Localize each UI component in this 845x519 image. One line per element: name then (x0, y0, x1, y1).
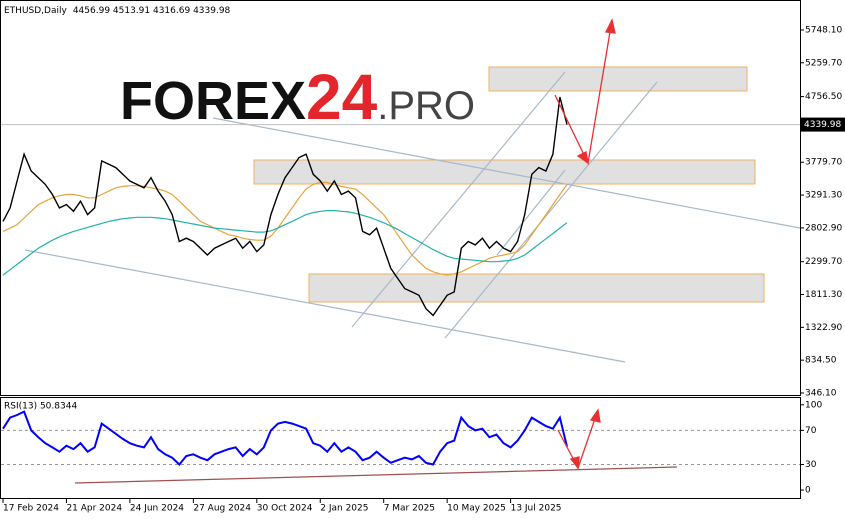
rsi-panel (0, 397, 801, 499)
x-tick-label: 24 Jun 2024 (130, 504, 184, 514)
x-tick-label: 17 Feb 2024 (3, 504, 59, 514)
y-tick-label: 2299.70 (805, 257, 842, 267)
x-tick-label: 21 Apr 2024 (66, 504, 122, 514)
y-tick-label: 3779.70 (805, 158, 842, 168)
channel-line (24, 249, 626, 363)
arrowhead (576, 151, 589, 165)
y-tick-label: 30 (805, 460, 817, 470)
zone (488, 66, 748, 92)
x-tick-label: 2 Jan 2025 (320, 504, 368, 514)
rsi-title: RSI(13) 50.8344 (4, 402, 77, 412)
arrowhead (589, 408, 601, 423)
logo-part: 24 (306, 61, 378, 133)
title: ETHUSD,Daily (4, 6, 67, 16)
y-tick-label: 4756.50 (805, 92, 842, 102)
y-tick-label: 100 (805, 400, 822, 410)
x-tick-label: 30 Oct 2024 (257, 504, 313, 514)
x-tick-label: 7 Mar 2025 (384, 504, 435, 514)
channel-line (351, 71, 566, 328)
series-line (2, 210, 568, 276)
y-tick-label: 0 (805, 486, 811, 496)
y-tick-label: 1322.90 (805, 323, 842, 333)
channel-line (496, 169, 566, 256)
x-tick-label: 27 Aug 2024 (193, 504, 251, 514)
y-tick-label: 70 (805, 426, 817, 436)
rsi-support (74, 466, 678, 484)
last-price-tag (801, 117, 845, 132)
arrowhead (569, 456, 580, 470)
y-tick-label: 5259.70 (805, 58, 842, 68)
y-tick-label: 3291.30 (805, 191, 842, 201)
forecast-arrows (74, 18, 678, 484)
y-tick-label: 834.50 (805, 356, 837, 366)
logo-part: .PRO (377, 84, 475, 128)
plot (1, 96, 800, 466)
logo: FOREX24.PRO (120, 61, 475, 133)
y-tick-label: 1811.30 (805, 290, 842, 300)
x-tick-label: 13 Jul 2025 (511, 504, 562, 514)
series-line (2, 410, 568, 466)
channels (24, 71, 801, 363)
main-panel (0, 0, 801, 396)
series-line (2, 96, 568, 317)
x-tick-label: 10 May 2025 (447, 504, 506, 514)
y-tick-label: 346.10 (805, 388, 837, 398)
y-tick-label: 5748.10 (805, 25, 842, 35)
channel-line (212, 117, 801, 229)
zone (253, 159, 756, 185)
logo-part: FOREX (120, 71, 306, 131)
y-tick-label: 2802.90 (805, 223, 842, 233)
last-price-label: 4339.98 (804, 120, 841, 130)
ohlc: 4456.99 4513.91 4316.69 4339.98 (73, 6, 231, 16)
arrowhead (605, 18, 616, 34)
symbol-title: ETHUSD,Daily 4456.99 4513.91 4316.69 4339… (4, 6, 231, 16)
zone (308, 273, 765, 303)
